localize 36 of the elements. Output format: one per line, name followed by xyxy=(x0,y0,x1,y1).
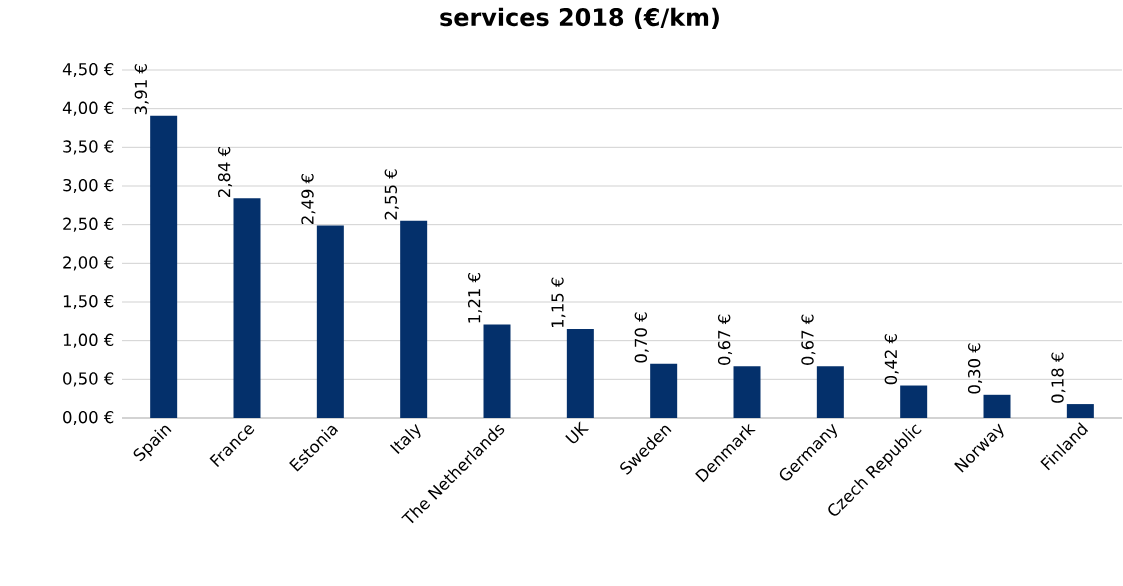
bar xyxy=(650,363,678,418)
data-label: 1,15 € xyxy=(551,277,566,328)
bar xyxy=(316,225,344,418)
data-label: 1,21 € xyxy=(467,273,483,323)
bar xyxy=(483,324,511,418)
bar xyxy=(233,198,261,418)
bar xyxy=(816,366,844,418)
y-tick-label: 2,00 € xyxy=(63,256,114,271)
data-label: 0,30 € xyxy=(967,343,983,394)
data-label: 0,67 € xyxy=(801,314,816,365)
y-tick-label: 0,00 € xyxy=(63,410,114,426)
y-tick-label: 3,00 € xyxy=(63,178,114,194)
data-label: 2,49 € xyxy=(301,174,316,225)
chart-title: services 2018 (€/km) xyxy=(440,7,719,29)
y-tick-label: 1,50 € xyxy=(63,294,114,310)
bar xyxy=(900,385,928,418)
bar xyxy=(566,329,594,418)
y-tick-label: 3,50 € xyxy=(63,140,114,155)
x-tick-label: UK xyxy=(565,421,590,444)
data-label: 0,18 € xyxy=(1051,352,1066,403)
y-tick-label: 0,50 € xyxy=(63,372,114,387)
bar xyxy=(983,394,1011,418)
data-label: 0,42 € xyxy=(884,334,899,385)
y-tick-label: 1,00 € xyxy=(63,333,114,348)
data-label: 0,67 € xyxy=(717,314,733,365)
y-tick-label: 4,50 € xyxy=(62,62,114,78)
y-tick-label: 2,50 € xyxy=(63,217,114,232)
data-label: 2,84 € xyxy=(217,147,233,197)
y-tick-label: 4,00 € xyxy=(62,101,114,116)
data-label: 2,55 € xyxy=(384,169,399,220)
bar xyxy=(400,220,428,418)
bar xyxy=(1066,404,1094,418)
data-label: 3,91 € xyxy=(134,64,149,115)
data-label: 0,70 € xyxy=(634,312,649,363)
bar xyxy=(150,115,178,418)
bar xyxy=(733,366,761,418)
